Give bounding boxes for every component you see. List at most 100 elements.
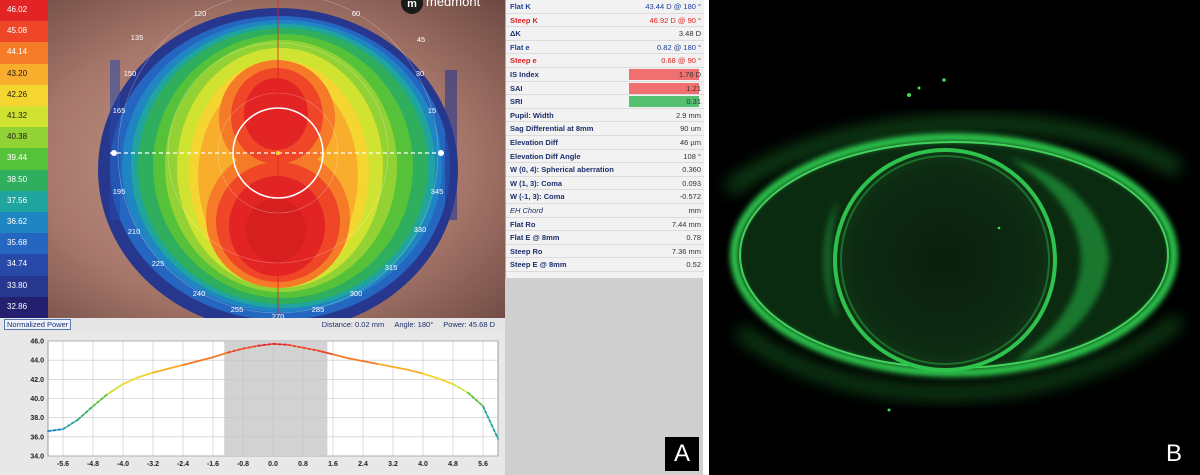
- param-value: 0.52: [686, 260, 701, 270]
- scale-value: 41.32: [7, 111, 28, 120]
- x-tick-label: 0.8: [298, 461, 308, 468]
- param-row: Elevation Diff 46 µm: [506, 136, 704, 150]
- profile-segment: [197, 356, 214, 363]
- profile-segment: [182, 360, 199, 366]
- param-row: SAI 1.21: [506, 82, 704, 96]
- param-row: W (0, 4): Spherical aberration 0.360: [506, 163, 704, 177]
- scale-cell: 44.14: [0, 42, 48, 64]
- param-value: -0.572: [679, 192, 701, 202]
- param-label: Flat e: [510, 42, 530, 52]
- scale-cell: 45.08: [0, 21, 48, 43]
- param-label: Elevation Diff Angle: [510, 151, 581, 161]
- param-row: Steep e 0.68 @ 90 °: [506, 54, 704, 68]
- x-tick-label: -1.6: [207, 461, 219, 468]
- param-value: 46.92 D @ 90 °: [649, 15, 701, 25]
- angle-label: 240: [193, 289, 206, 298]
- svg-text:m: m: [407, 0, 417, 10]
- x-tick-label: -4.8: [87, 461, 99, 468]
- angle-label: 60: [352, 9, 360, 18]
- profile-segment: [272, 342, 289, 346]
- y-tick-label: 46.0: [30, 339, 44, 346]
- parameters-table: Flat K 43.44 D @ 180 ° Steep K 46.92 D @ 90…: [505, 0, 704, 278]
- scale-value: 39.44: [7, 153, 28, 163]
- param-value: 0.82 @ 180 °: [657, 42, 701, 52]
- x-tick-label: 4.8: [448, 461, 458, 468]
- profile-segment: [47, 428, 64, 432]
- scale-value: 37.56: [7, 195, 28, 205]
- angle-label: 285: [312, 305, 325, 314]
- scale-cell: 39.44: [0, 148, 48, 170]
- angle-label: 135: [131, 33, 144, 42]
- brand-logo: medmont: [426, 0, 481, 9]
- param-row: Sag Differential at 8mm 90 um: [506, 122, 704, 136]
- profile-segment: [167, 364, 184, 370]
- param-row: Flat e 0.82 @ 180 °: [506, 41, 704, 55]
- param-row: Flat K 43.44 D @ 180 °: [506, 0, 704, 14]
- color-scale: 46.02 45.08 44.14 43.20 42.26 41.32 40.38 39.44…: [0, 0, 48, 318]
- scale-cell: 42.26: [0, 84, 48, 106]
- param-label: ΔK: [510, 29, 521, 39]
- x-tick-label: -0.8: [237, 461, 249, 468]
- profile-segment: [242, 344, 259, 350]
- param-row: W (1, 3): Coma 0.093: [506, 177, 704, 191]
- param-value: 0.093: [682, 178, 701, 188]
- param-row: Flat Ro 7.44 mm: [506, 218, 704, 232]
- param-value: 3.48 D: [678, 29, 701, 39]
- profile-segment: [107, 383, 124, 395]
- profile-segment: [287, 343, 304, 349]
- x-tick-label: -4.0: [117, 461, 129, 468]
- scale-cell: 38.50: [0, 169, 48, 191]
- angle-label: 120: [194, 9, 207, 18]
- param-value: 0.78: [686, 233, 701, 243]
- profile-segment: [377, 363, 394, 368]
- angle-label: 45: [417, 35, 425, 44]
- scale-value: 36.62: [7, 217, 28, 226]
- scale-value: 44.14: [7, 47, 28, 57]
- profile-segment: [332, 353, 349, 360]
- profile-segment: [317, 349, 334, 356]
- profile-segment: [137, 371, 154, 379]
- param-value: 0.360: [682, 165, 701, 175]
- param-row: EH Chord mm: [506, 204, 704, 218]
- panel-label-b: B: [1157, 437, 1191, 471]
- param-value: 0.68 @ 90 °: [661, 56, 701, 66]
- param-label: Flat K: [510, 2, 531, 11]
- param-label: Elevation Diff: [510, 138, 558, 147]
- param-label: SRI: [510, 97, 523, 107]
- param-row: Elevation Diff Angle 108 °: [506, 150, 704, 164]
- scale-cell: 34.74: [0, 254, 48, 276]
- param-highlight: [629, 69, 699, 80]
- x-tick-label: 5.6: [478, 461, 488, 468]
- profile-segment: [92, 392, 109, 408]
- scale-cell: 36.62: [0, 212, 48, 234]
- profile-segment: [302, 346, 319, 352]
- param-label: Steep e: [510, 56, 537, 66]
- x-tick-label: 3.2: [388, 461, 398, 468]
- panel-b: B: [709, 0, 1200, 475]
- profile-segment: [347, 357, 364, 363]
- scale-value: 33.80: [7, 280, 28, 290]
- scale-cell: 41.32: [0, 106, 48, 128]
- y-tick-label: 36.0: [30, 434, 44, 441]
- scale-cell: 37.56: [0, 190, 48, 212]
- profile-segment: [212, 351, 229, 359]
- profile-segment: [452, 383, 469, 394]
- x-tick-label: -3.2: [147, 461, 159, 468]
- scale-value: 46.02: [7, 5, 28, 14]
- topography-map: m medmont 120 60 135 45 150 30 165 15 195 345 210 3…: [0, 0, 505, 330]
- angle-label: 300: [350, 289, 363, 298]
- param-value: 108 °: [683, 151, 701, 161]
- param-row: ΔK 3.48 D: [506, 27, 704, 41]
- profile-segment: [77, 405, 94, 421]
- param-value: 2.9 mm: [675, 110, 701, 120]
- profile-segment: [437, 377, 454, 386]
- y-tick-label: 40.0: [30, 396, 44, 403]
- scale-value: 42.26: [7, 89, 28, 99]
- param-value: 43.44 D @ 180 °: [645, 2, 701, 11]
- param-label: EH Chord: [510, 206, 543, 215]
- x-tick-label: 4.0: [418, 461, 428, 468]
- normalized-power-button[interactable]: Normalized Power: [4, 319, 72, 330]
- scale-value: 43.20: [7, 68, 28, 78]
- angle-label: 255: [231, 305, 244, 314]
- scale-value: 40.38: [7, 132, 28, 142]
